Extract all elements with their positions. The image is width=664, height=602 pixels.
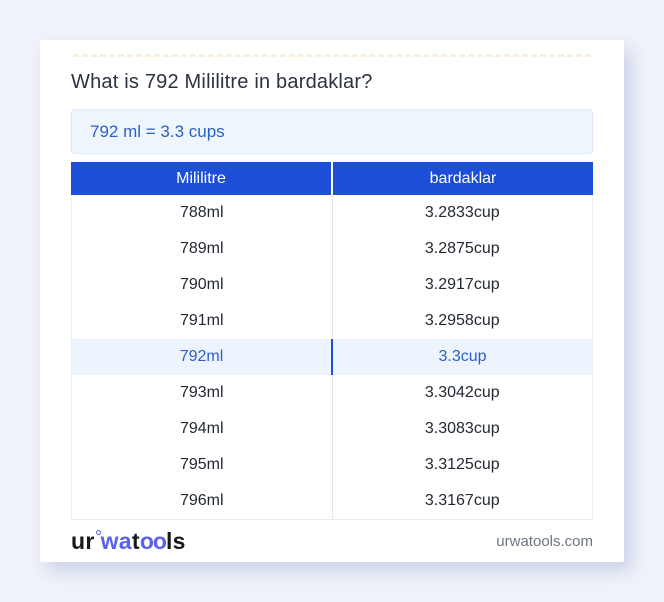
cup-value: 3.3125cup xyxy=(424,456,500,473)
table-header-mililitre: Mililitre xyxy=(71,162,333,195)
table-body: 788ml 3.2833cup 789ml 3.2875cup 790ml 3.2917c… xyxy=(71,195,593,520)
ml-value: 792ml xyxy=(72,339,333,375)
cup-value: 3.3167cup xyxy=(424,492,500,509)
table-row: 788ml 3.2833cup xyxy=(72,195,592,231)
cup-value: 3.3083cup xyxy=(424,420,500,437)
ml-value: 790ml xyxy=(72,267,333,303)
logo-text-wa: wa xyxy=(100,528,132,554)
logo-text-t: t xyxy=(131,528,140,554)
dashed-decoration xyxy=(73,54,591,57)
table-row: 789ml 3.2875cup xyxy=(72,231,592,267)
table-row: 790ml 3.2917cup xyxy=(72,267,592,303)
table-row: 794ml 3.3083cup xyxy=(72,411,592,447)
ml-value: 793ml xyxy=(72,375,333,411)
ml-value: 791ml xyxy=(72,303,333,339)
answer-box: 792 ml = 3.3 cups xyxy=(71,109,593,154)
table-header-bardaklar: bardaklar xyxy=(429,169,497,187)
cup-value: 3.2833cup xyxy=(424,204,500,221)
page-title: What is 792 Mililitre in bardaklar? xyxy=(71,71,373,93)
table-header-row: Mililitre bardaklar xyxy=(71,162,593,195)
table-row: 793ml 3.3042cup xyxy=(72,375,592,411)
logo-text-oo: oo xyxy=(139,528,167,554)
site-domain: urwatools.com xyxy=(496,532,593,550)
urwatools-logo[interactable]: ur watools xyxy=(71,528,186,554)
conversion-table: Mililitre bardaklar 788ml 3.2833cup 789ml 3… xyxy=(71,162,593,520)
cup-value: 3.3cup xyxy=(438,348,487,365)
logo-text-ls: ls xyxy=(165,528,186,554)
card-footer: ur watools urwatools.com xyxy=(71,525,593,557)
table-row: 795ml 3.3125cup xyxy=(72,447,592,483)
ml-value: 795ml xyxy=(72,447,333,483)
ml-value: 789ml xyxy=(72,231,333,267)
ml-value: 796ml xyxy=(72,483,333,519)
logo-degree-icon xyxy=(95,530,101,535)
logo-text-ur: ur xyxy=(71,528,95,554)
ml-value: 794ml xyxy=(72,411,333,447)
answer-text: 792 ml = 3.3 cups xyxy=(90,121,225,141)
table-row: 792ml 3.3cup xyxy=(72,339,592,375)
cup-value: 3.2875cup xyxy=(424,240,500,257)
cup-value: 3.2958cup xyxy=(424,312,500,329)
cup-value: 3.3042cup xyxy=(424,384,500,401)
ml-value: 788ml xyxy=(72,195,333,231)
cup-value: 3.2917cup xyxy=(424,276,500,293)
table-row: 791ml 3.2958cup xyxy=(72,303,592,339)
converter-card: What is 792 Mililitre in bardaklar? 792 … xyxy=(40,40,624,562)
table-row: 796ml 3.3167cup xyxy=(72,483,592,519)
